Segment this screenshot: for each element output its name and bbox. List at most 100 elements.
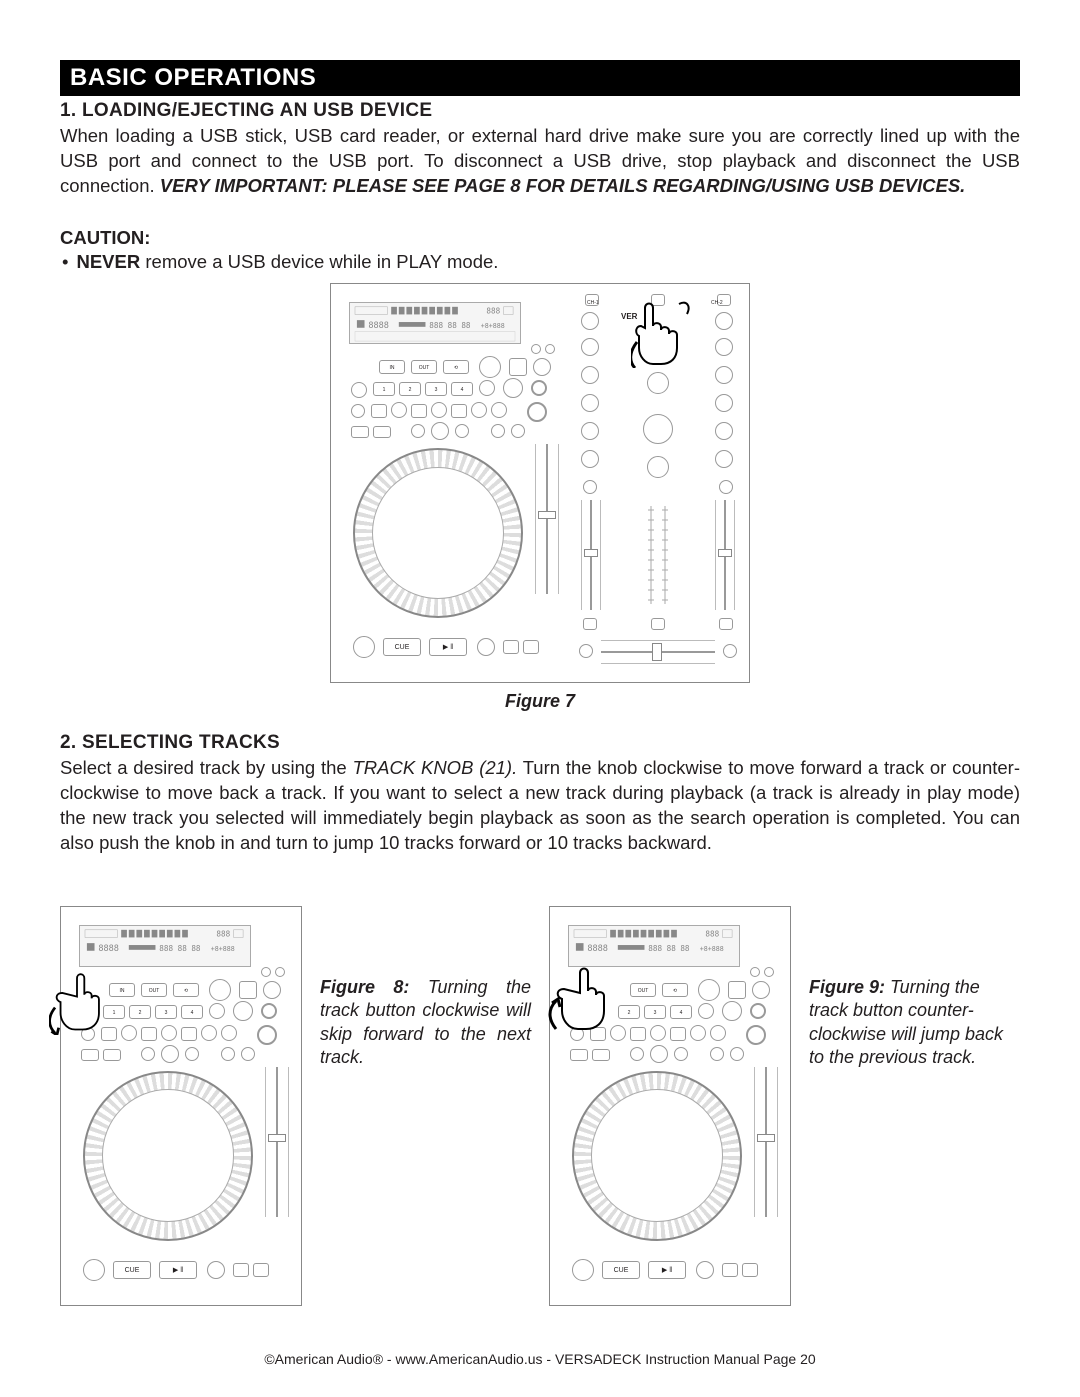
crossfader bbox=[601, 640, 715, 664]
section2-em: TRACK KNOB (21). bbox=[352, 757, 517, 778]
sq-btn bbox=[451, 404, 467, 418]
jog-wheel bbox=[83, 1071, 253, 1241]
ch-fader bbox=[581, 500, 601, 610]
round-btn bbox=[455, 424, 469, 438]
cue-button: CUE bbox=[383, 638, 421, 656]
hot4: 4 bbox=[670, 1005, 692, 1019]
section-header: BASIC OPERATIONS bbox=[60, 60, 1020, 96]
pfl bbox=[719, 480, 733, 494]
svg-text:8888: 8888 bbox=[98, 944, 119, 954]
figure9-lead: Figure 9: bbox=[809, 977, 885, 997]
round-btn bbox=[161, 1025, 177, 1041]
big-knob bbox=[643, 414, 673, 444]
track-knob bbox=[531, 380, 547, 396]
knob bbox=[722, 1001, 742, 1021]
minus-button bbox=[233, 1263, 249, 1277]
play-pause-button: ▶ ‖ bbox=[159, 1261, 197, 1279]
small-btn bbox=[509, 358, 527, 376]
round-btn bbox=[351, 404, 365, 418]
hot2: 2 bbox=[129, 1005, 151, 1019]
round-btn bbox=[209, 1003, 225, 1019]
knob bbox=[715, 338, 733, 356]
small-btn bbox=[728, 981, 746, 999]
sq-btn bbox=[670, 1027, 686, 1041]
hot4: 4 bbox=[181, 1005, 203, 1019]
plus-button bbox=[742, 1263, 758, 1277]
section1-text-bold: VERY IMPORTANT: PLEASE SEE PAGE 8 FOR DE… bbox=[160, 175, 966, 196]
round-btn bbox=[698, 1003, 714, 1019]
hand-pointer-icon bbox=[631, 298, 691, 368]
sq-btn bbox=[371, 404, 387, 418]
round-btn bbox=[121, 1025, 137, 1041]
round-btn bbox=[572, 1259, 594, 1281]
small-btn bbox=[239, 981, 257, 999]
bullet-text: NEVER remove a USB device while in PLAY … bbox=[76, 251, 498, 273]
figures-row: 888 8888 888 88 88 +8+888 IN OUT ⟲ 1 2 3 bbox=[60, 906, 1020, 1306]
svg-text:888: 888 bbox=[705, 929, 719, 938]
device-diagram-fig8: 888 8888 888 88 88 +8+888 IN OUT ⟲ 1 2 3 bbox=[60, 906, 302, 1306]
out-button: OUT bbox=[630, 983, 656, 997]
plus-button bbox=[523, 640, 539, 654]
hot1: 1 bbox=[103, 1005, 125, 1019]
device-diagram-large: 888 8888 888 88 88 +8+888 IN OUT ⟲ 1 2 3… bbox=[330, 283, 750, 683]
footer-text: ©American Audio® - www.AmericanAudio.us … bbox=[264, 1351, 815, 1367]
round-btn bbox=[491, 402, 507, 418]
round-btn bbox=[710, 1025, 726, 1041]
search-fwd bbox=[592, 1049, 610, 1061]
reloop-button: ⟲ bbox=[662, 983, 688, 997]
knob bbox=[715, 366, 733, 384]
knob bbox=[647, 372, 669, 394]
page-footer: ©American Audio® - www.AmericanAudio.us … bbox=[0, 1351, 1080, 1367]
svg-text:8888: 8888 bbox=[587, 944, 608, 954]
section2-heading: 2. SELECTING TRACKS bbox=[60, 732, 1020, 754]
figure8-caption: Figure 8: Turning the track button clock… bbox=[320, 906, 531, 1070]
header-title: BASIC OPERATIONS bbox=[70, 64, 316, 91]
pfl bbox=[583, 480, 597, 494]
pitch-slider bbox=[754, 1067, 778, 1217]
track-knob bbox=[750, 1003, 766, 1019]
bullet-strong: NEVER bbox=[76, 251, 140, 272]
round-btn bbox=[221, 1047, 235, 1061]
hand-counterclockwise-icon bbox=[546, 963, 610, 1037]
round-btn bbox=[477, 638, 495, 656]
faderstart bbox=[651, 618, 665, 630]
hot3: 3 bbox=[155, 1005, 177, 1019]
hot2: 2 bbox=[618, 1005, 640, 1019]
hot2: 2 bbox=[399, 382, 421, 396]
lcd-display: 888 8888 888 88 88 +8+888 bbox=[79, 925, 251, 967]
knob bbox=[533, 358, 551, 376]
round-btn bbox=[491, 424, 505, 438]
round-btn bbox=[201, 1025, 217, 1041]
ch2-label: CH-2 bbox=[711, 300, 723, 306]
knob bbox=[479, 356, 501, 378]
round-btn bbox=[391, 402, 407, 418]
ch-fader bbox=[715, 500, 735, 610]
knob bbox=[581, 450, 599, 468]
pitch-slider bbox=[265, 1067, 289, 1217]
figure7-container: 888 8888 888 88 88 +8+888 IN OUT ⟲ 1 2 3… bbox=[60, 283, 1020, 712]
in-button: IN bbox=[379, 360, 405, 374]
round-btn bbox=[730, 1047, 744, 1061]
jog-wheel bbox=[353, 448, 523, 618]
reloop-button: ⟲ bbox=[173, 983, 199, 997]
out-button: OUT bbox=[411, 360, 437, 374]
section2-pre: Select a desired track by using the bbox=[60, 757, 352, 778]
round-btn bbox=[650, 1045, 668, 1063]
cue-button: CUE bbox=[602, 1261, 640, 1279]
sq-btn bbox=[630, 1027, 646, 1041]
svg-text:888 88 88: 888 88 88 bbox=[429, 321, 471, 330]
minus-button bbox=[722, 1263, 738, 1277]
cue-button: CUE bbox=[113, 1261, 151, 1279]
knob bbox=[581, 366, 599, 384]
in-button: IN bbox=[109, 983, 135, 997]
lcd-display: 888 8888 888 88 88 +8+888 bbox=[568, 925, 740, 967]
section1-heading: 1. LOADING/EJECTING AN USB DEVICE bbox=[60, 100, 1020, 122]
sq-btn bbox=[411, 404, 427, 418]
svg-text:888: 888 bbox=[216, 929, 230, 938]
faderstart bbox=[583, 618, 597, 630]
round-btn bbox=[650, 1025, 666, 1041]
knob bbox=[581, 422, 599, 440]
round-btn bbox=[715, 312, 733, 330]
caution-label: CAUTION: bbox=[60, 227, 1020, 249]
svg-text:+8+888: +8+888 bbox=[481, 322, 505, 330]
